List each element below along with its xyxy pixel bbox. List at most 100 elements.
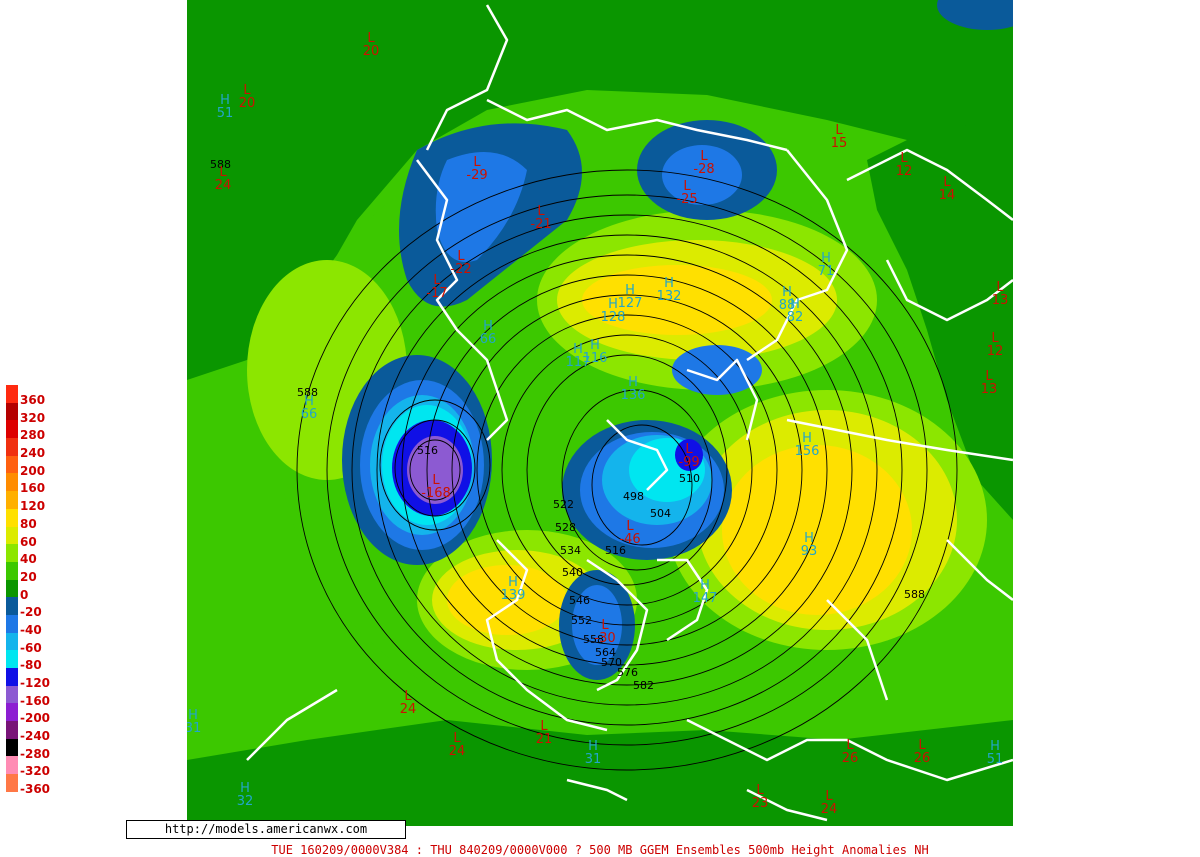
- svg-text:H: H: [804, 531, 814, 546]
- low-marker: L20: [239, 83, 256, 111]
- legend-swatch: [6, 402, 18, 421]
- legend-label: 20: [20, 569, 37, 584]
- svg-text:66: 66: [480, 332, 497, 347]
- low-marker: L13: [981, 369, 998, 397]
- anomaly-80-band-north: [582, 265, 772, 335]
- high-marker: H51: [987, 739, 1004, 767]
- contour-label: 558: [583, 633, 604, 646]
- low-marker: L-28: [693, 149, 714, 177]
- legend-swatch: [6, 438, 18, 456]
- svg-text:L: L: [700, 149, 708, 164]
- legend-label: 120: [20, 499, 46, 514]
- legend-swatch: [6, 561, 18, 580]
- contour-label: 528: [555, 521, 576, 534]
- contour-label: 582: [633, 679, 654, 692]
- svg-text:H: H: [240, 781, 250, 796]
- svg-text:L: L: [846, 738, 854, 753]
- svg-text:32: 32: [237, 794, 254, 809]
- legend-row: 60: [6, 526, 66, 548]
- low-marker: L20: [363, 31, 380, 59]
- contour-label: 552: [571, 614, 592, 627]
- contour-label: 516: [605, 544, 626, 557]
- low-marker: L-21: [530, 204, 551, 232]
- svg-text:23: 23: [752, 796, 769, 811]
- map-caption: TUE 160209/0000V384 : THU 840209/0000V00…: [271, 843, 929, 857]
- svg-text:L: L: [985, 369, 993, 384]
- svg-text:H: H: [782, 285, 792, 300]
- svg-text:H: H: [608, 297, 618, 312]
- legend-swatch: [6, 774, 18, 792]
- svg-text:H: H: [220, 93, 230, 108]
- low-marker: L24: [400, 689, 417, 717]
- legend-label: 200: [20, 463, 46, 478]
- svg-text:L: L: [918, 738, 926, 753]
- legend-row: 80: [6, 508, 66, 530]
- legend-label: -160: [20, 693, 51, 708]
- svg-text:13: 13: [981, 382, 998, 397]
- legend-label: -120: [20, 676, 51, 690]
- svg-text:20: 20: [239, 96, 256, 111]
- legend-swatch: [6, 650, 18, 668]
- high-marker: H66: [480, 319, 497, 347]
- legend-swatch: [6, 579, 18, 598]
- legend-swatch: [6, 508, 18, 527]
- contour-label: 588: [904, 588, 925, 601]
- svg-text:H: H: [790, 297, 800, 312]
- svg-text:L: L: [991, 331, 999, 346]
- svg-text:L: L: [367, 31, 375, 46]
- svg-text:26: 26: [914, 751, 931, 766]
- legend-row: -20: [6, 597, 66, 620]
- legend-row: -360: [6, 774, 66, 795]
- svg-text:-29: -29: [466, 168, 487, 183]
- svg-text:L: L: [433, 273, 441, 288]
- legend-row: -160: [6, 685, 66, 708]
- legend-label: -20: [20, 605, 42, 620]
- svg-text:31: 31: [585, 752, 602, 767]
- legend-label: -320: [20, 764, 51, 779]
- height-contours: [296, 169, 958, 771]
- svg-text:21: 21: [536, 732, 553, 747]
- svg-text:H: H: [700, 578, 710, 593]
- legend-row: -240: [6, 721, 66, 742]
- legend-row: 320: [6, 402, 66, 424]
- svg-text:71: 71: [818, 264, 835, 279]
- legend-row: -40: [6, 614, 66, 636]
- source-url: http://models.americanwx.com: [126, 820, 406, 839]
- contour-label: 522: [553, 498, 574, 511]
- legend-swatch: [6, 685, 18, 704]
- low-marker: L14: [939, 175, 956, 203]
- contour-label: 570: [601, 656, 622, 669]
- low-marker: L-46: [619, 519, 640, 547]
- legend-swatch: [6, 632, 18, 651]
- svg-text:L: L: [685, 442, 693, 457]
- legend-row: 20: [6, 561, 66, 584]
- contour-label: 576: [617, 666, 638, 679]
- low-marker: L-30: [594, 618, 615, 646]
- svg-text:132: 132: [657, 289, 682, 304]
- anomaly-neg20-top-right: [937, 0, 1013, 30]
- contour-label: 510: [679, 472, 700, 485]
- svg-text:H: H: [590, 338, 600, 353]
- legend-row: 360: [6, 385, 66, 406]
- contour-label: 564: [595, 646, 616, 659]
- color-legend: 360 320 280 240 200 160 120 80 60 40 20 0 -20 -40 -60-…: [6, 385, 66, 795]
- legend-row: -200: [6, 703, 66, 724]
- contour-label: 546: [569, 594, 590, 607]
- low-marker: L24: [215, 165, 232, 193]
- contour-label: 498: [623, 490, 644, 503]
- anomaly-map: 588 588 516 510 498 504 522 528 534 516 …: [187, 0, 1013, 826]
- svg-text:24: 24: [449, 744, 466, 759]
- legend-row: -60: [6, 632, 66, 654]
- legend-swatch: [6, 703, 18, 722]
- svg-text:L: L: [943, 175, 951, 190]
- low-marker: L23: [752, 783, 769, 811]
- svg-text:15: 15: [831, 136, 848, 151]
- legend-swatch: [6, 420, 18, 439]
- low-marker: L12: [896, 151, 913, 179]
- contour-labels: 588 588 516 510 498 504 522 528 534 516 …: [210, 158, 925, 692]
- anomaly-neg20-europe: [672, 345, 762, 395]
- svg-text:51: 51: [987, 752, 1004, 767]
- legend-label: -80: [20, 658, 42, 673]
